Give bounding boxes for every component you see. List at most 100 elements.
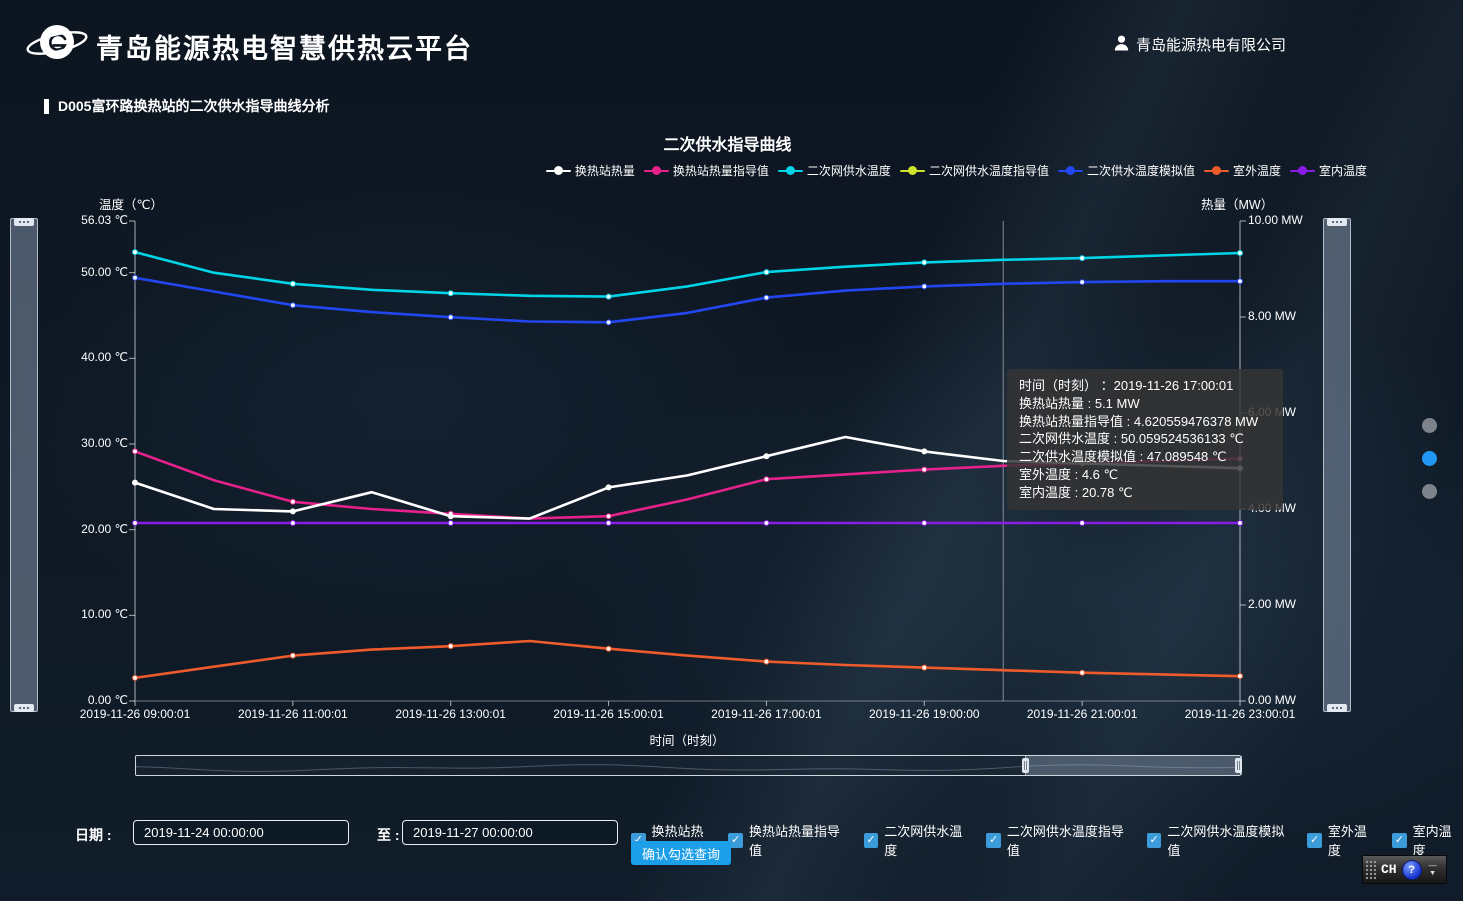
- series-checkbox-item[interactable]: ✓ 室内温度: [1392, 821, 1463, 859]
- series-point: [1237, 278, 1243, 285]
- series-point: [289, 652, 296, 659]
- checkbox-label: 换热站热量指导值: [748, 824, 840, 858]
- langbar-grip-icon[interactable]: [1364, 859, 1377, 880]
- series-point: [763, 476, 770, 483]
- date-label: 日期 :: [75, 827, 112, 843]
- chart-tooltip: 时间（时刻） ：2019-11-26 17:00:01 换热站热量 : 5.1 M…: [1007, 369, 1283, 510]
- series-point: [289, 498, 296, 505]
- legend-marker-icon: [899, 165, 925, 176]
- datazoom-bottom-handle[interactable]: [14, 704, 34, 712]
- pager-dot[interactable]: [1422, 484, 1437, 499]
- legend-item[interactable]: 换热站热量指导值: [643, 162, 769, 179]
- datazoom-left-handle[interactable]: [1021, 758, 1029, 773]
- breadcrumb: D005富环路换热站的二次供水指导曲线分析: [44, 96, 329, 116]
- confirm-query-button[interactable]: 确认勾选查询: [631, 841, 731, 865]
- axis-tick-label: 2019-11-26 21:00:01: [1026, 707, 1138, 721]
- datazoom-window[interactable]: [1024, 756, 1242, 775]
- series-checkbox-item[interactable]: ✓ 二次网供水温度模拟值: [1146, 821, 1293, 859]
- axis-tick-label: 2019-11-26 09:00:01: [79, 707, 191, 721]
- to-label: 至 :: [377, 827, 400, 843]
- legend-marker-icon: [643, 165, 669, 176]
- user-account[interactable]: 青岛能源热电有限公司: [1114, 34, 1286, 55]
- legend-label: 室外温度: [1232, 164, 1281, 178]
- tooltip-line: 时间（时刻） ：2019-11-26 17:00:01: [1019, 378, 1234, 393]
- legend-label: 二次网供水温度: [806, 164, 891, 178]
- checkbox-checked-icon[interactable]: ✓: [863, 832, 879, 848]
- legend-item[interactable]: 换热站热量: [545, 162, 635, 179]
- legend-item[interactable]: 二次供水温度模拟值: [1057, 162, 1195, 179]
- legend-item[interactable]: 室外温度: [1203, 162, 1281, 179]
- y-axis-right-name: 热量（MW）: [1201, 198, 1274, 212]
- date-to-input[interactable]: [402, 820, 618, 845]
- datazoom-bottom-handle[interactable]: [1327, 704, 1347, 712]
- legend-marker-icon: [1289, 165, 1315, 176]
- datazoom-slider-right-axis[interactable]: [1323, 218, 1351, 712]
- series-checkbox-item[interactable]: ✓ 室外温度: [1307, 821, 1378, 859]
- section-marker: [44, 98, 49, 114]
- series-checkbox-item[interactable]: ✓ 二次网供水温度指导值: [986, 821, 1132, 859]
- app-title: 青岛能源热电智慧供热云平台: [96, 34, 473, 64]
- checkbox-checked-icon[interactable]: ✓: [1392, 832, 1407, 848]
- axis-tick-label: 2.00 MW: [1248, 597, 1297, 611]
- checkbox-checked-icon[interactable]: ✓: [986, 832, 1001, 848]
- series-point: [1237, 519, 1243, 526]
- series-point: [447, 519, 454, 526]
- app-logo-icon: [24, 14, 88, 75]
- series-point: [1237, 249, 1243, 256]
- legend-marker-icon: [1057, 165, 1083, 176]
- series-line: [133, 276, 1242, 324]
- axis-tick-label: 10.00 MW: [1248, 213, 1303, 227]
- tooltip-line: 室内温度 : 20.78 ℃: [1019, 484, 1133, 500]
- datazoom-top-handle[interactable]: [14, 218, 34, 226]
- series-point: [763, 294, 770, 301]
- legend-item[interactable]: 二次网供水温度: [777, 162, 891, 179]
- chart-title: 二次供水指导曲线: [663, 137, 792, 154]
- series-line: [133, 639, 1242, 680]
- datazoom-slider-horizontal[interactable]: [135, 755, 1242, 776]
- axis-tick-label: 40.00 ℃: [81, 350, 128, 365]
- series-checkbox-item[interactable]: ✓ 二次网供水温度: [863, 821, 973, 859]
- y-axis-left-name: 温度（℃）: [99, 198, 164, 212]
- axis-tick-label: 50.00 ℃: [81, 264, 128, 279]
- help-icon[interactable]: ?: [1401, 859, 1422, 880]
- legend-item[interactable]: 二次网供水温度指导值: [899, 162, 1049, 179]
- minimize-icon[interactable]: —: [1428, 861, 1437, 870]
- series-point: [289, 280, 296, 287]
- chart-legend: 换热站热量 换热站热量指导值 二次网供水温度 二次网供水温度指导值 二次供水温度模拟值 室…: [545, 162, 1367, 179]
- axis-tick-label: 20.00 ℃: [81, 521, 128, 536]
- series-point: [605, 293, 612, 300]
- datazoom-top-handle[interactable]: [1327, 218, 1347, 226]
- series-point: [921, 664, 928, 671]
- legend-label: 二次供水温度模拟值: [1086, 164, 1195, 178]
- datazoom-slider-left-axis[interactable]: [10, 218, 38, 712]
- series-point: [605, 645, 612, 652]
- checkbox-label: 二次网供水温度: [884, 824, 963, 858]
- series-point: [132, 519, 138, 526]
- company-name: 青岛能源热电有限公司: [1136, 37, 1287, 54]
- series-point: [1079, 669, 1086, 676]
- tooltip-line: 二次供水温度模拟值 : 47.089548 ℃: [1019, 449, 1227, 465]
- legend-marker-icon: [777, 165, 803, 176]
- axis-tick-label: 2019-11-26 19:00:00: [869, 707, 980, 721]
- series-point: [921, 283, 928, 290]
- legend-label: 换热站热量: [574, 164, 635, 178]
- legend-item[interactable]: 室内温度: [1289, 162, 1367, 179]
- date-from-input[interactable]: [133, 820, 349, 845]
- series-point: [289, 519, 296, 526]
- user-icon: [1114, 35, 1129, 55]
- series-checkbox-row: ✓换热站热量✓换热站热量指导值✓二次网供水温度✓二次网供水温度指导值✓二次网供水…: [631, 821, 1463, 859]
- language-bar[interactable]: CH ? — ▼: [1362, 855, 1447, 884]
- datazoom-right-handle[interactable]: [1235, 758, 1242, 773]
- series-point: [921, 519, 928, 526]
- legend-label: 室内温度: [1318, 164, 1367, 178]
- checkbox-checked-icon[interactable]: ✓: [1307, 832, 1322, 848]
- series-point: [132, 674, 138, 681]
- chevron-down-icon[interactable]: ▼: [1429, 870, 1437, 877]
- pager-dot[interactable]: [1422, 418, 1437, 433]
- checkbox-checked-icon[interactable]: ✓: [1146, 832, 1162, 848]
- series-point: [605, 513, 612, 520]
- pager-dot[interactable]: [1422, 451, 1437, 466]
- checkbox-checked-icon[interactable]: ✓: [728, 832, 743, 848]
- series-checkbox-item[interactable]: ✓ 换热站热量指导值: [728, 821, 849, 859]
- language-indicator[interactable]: CH: [1381, 862, 1397, 877]
